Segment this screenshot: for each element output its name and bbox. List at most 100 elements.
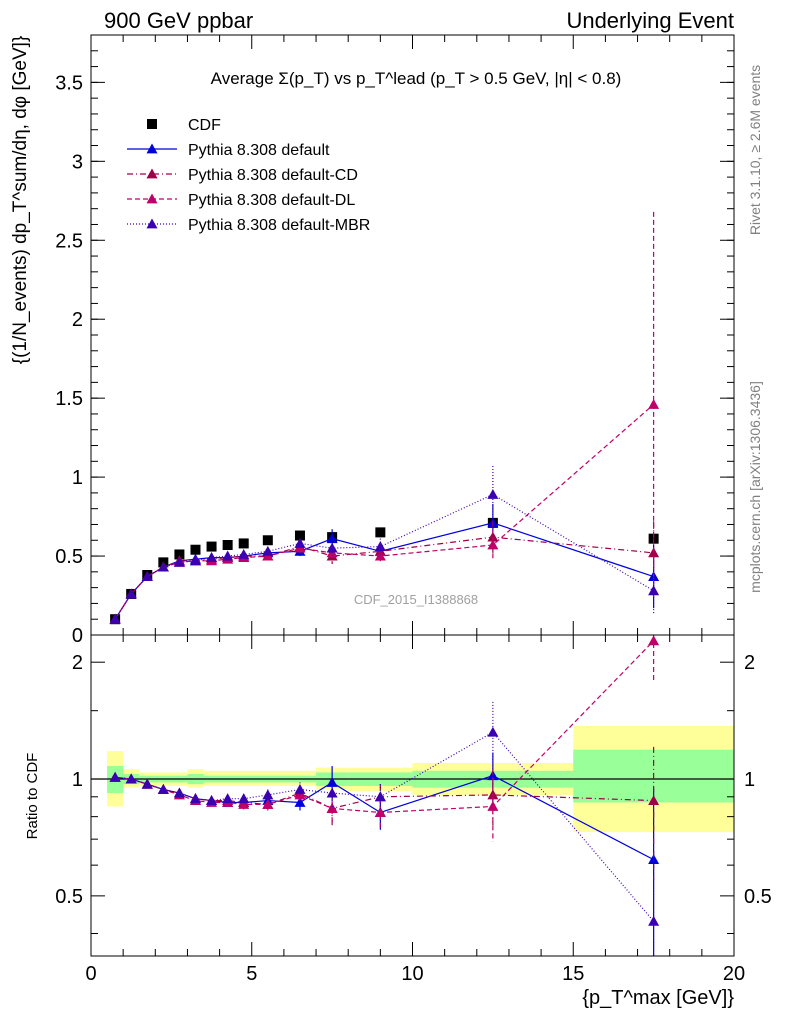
main-point bbox=[294, 530, 305, 541]
main-point bbox=[238, 538, 249, 549]
main-point bbox=[487, 531, 499, 542]
x-axis-label: {p_T^max [GeV]} bbox=[582, 987, 734, 1009]
ratio-point bbox=[648, 795, 660, 805]
legend-label: CDF bbox=[188, 117, 221, 134]
main-point bbox=[374, 550, 386, 561]
x-tick-label: 10 bbox=[401, 963, 423, 985]
ratio-point bbox=[648, 635, 660, 646]
ratio-point bbox=[648, 915, 660, 926]
x-tick-label: 15 bbox=[562, 963, 584, 985]
legend-marker bbox=[146, 193, 158, 204]
main-point bbox=[487, 488, 499, 499]
legend: CDF Pythia 8.308 default Pythia 8.308 defa… bbox=[127, 117, 370, 234]
ratio-point bbox=[125, 773, 137, 784]
ratio-point bbox=[262, 798, 274, 809]
ratio-point bbox=[294, 797, 306, 807]
ratio-point bbox=[238, 793, 250, 804]
legend-marker bbox=[147, 119, 157, 129]
ratio-point bbox=[238, 798, 250, 809]
main-point bbox=[173, 556, 185, 567]
main-y-tick-label: 1 bbox=[72, 467, 83, 489]
main-point bbox=[326, 533, 338, 544]
ratio-point bbox=[294, 783, 306, 794]
legend-marker bbox=[146, 218, 158, 229]
main-point bbox=[294, 537, 306, 548]
main-y-tick-label: 1.5 bbox=[55, 388, 83, 410]
main-series-cdf bbox=[110, 517, 659, 625]
ratio-point bbox=[294, 789, 306, 800]
ratio-point bbox=[109, 771, 121, 782]
main-series-pythia-8-308-default-mbr bbox=[109, 466, 660, 624]
main-panel: Average Σ(p_T) vs p_T^lead (p_T > 0.5 Ge… bbox=[10, 34, 735, 647]
rivet-label: Rivet 3.1.10, ≥ 2.6M events bbox=[747, 65, 763, 235]
main-y-tick-label: 2 bbox=[72, 309, 83, 331]
main-line bbox=[114, 536, 654, 620]
mcplots-label: mcplots.cern.ch [arXiv:1306.3436] bbox=[747, 381, 763, 593]
main-y-tick-label: 2.5 bbox=[55, 230, 83, 252]
header-right: Underlying Event bbox=[566, 8, 734, 33]
main-point bbox=[157, 561, 169, 572]
main-y-tick-label: 3 bbox=[72, 151, 83, 173]
ratio-y-tick-label-right: 1 bbox=[744, 769, 755, 791]
main-point bbox=[206, 541, 217, 552]
x-tick-label: 5 bbox=[246, 963, 257, 985]
main-point bbox=[189, 555, 201, 566]
legend-label: Pythia 8.308 default bbox=[188, 142, 330, 159]
main-line bbox=[114, 404, 655, 620]
ratio-point bbox=[157, 783, 169, 794]
ratio-point bbox=[487, 726, 499, 737]
main-y-tick-label: 0 bbox=[72, 625, 83, 647]
main-y-tick-label: 0.5 bbox=[55, 546, 83, 568]
ratio-point bbox=[487, 800, 499, 811]
ratio-y-tick-label: 0.5 bbox=[55, 886, 83, 908]
ratio-y-tick-label: 2 bbox=[72, 652, 83, 674]
main-point bbox=[238, 548, 250, 559]
legend-marker bbox=[146, 168, 158, 179]
ratio-y-axis-label: Ratio to CDF bbox=[24, 753, 41, 840]
main-point bbox=[375, 527, 386, 538]
legend-label: Pythia 8.308 default-DL bbox=[188, 192, 355, 209]
ratio-y-tick-label: 1 bbox=[72, 769, 83, 791]
main-point bbox=[487, 539, 499, 550]
ratio-line bbox=[115, 731, 655, 922]
main-point bbox=[262, 535, 273, 546]
ratio-series-pythia-8-308-default-mbr bbox=[109, 701, 660, 956]
ratio-point bbox=[326, 787, 338, 798]
ratio-point bbox=[189, 793, 201, 804]
main-point bbox=[190, 544, 201, 555]
legend-marker bbox=[146, 143, 158, 154]
main-point bbox=[374, 541, 386, 551]
ratio-point bbox=[648, 854, 660, 865]
main-title: Average Σ(p_T) vs p_T^lead (p_T > 0.5 Ge… bbox=[211, 69, 622, 88]
main-point bbox=[262, 545, 274, 556]
legend-label: Pythia 8.308 default-MBR bbox=[188, 217, 370, 234]
ratio-point bbox=[173, 787, 185, 798]
main-point bbox=[141, 571, 153, 581]
main-point bbox=[174, 549, 185, 560]
main-y-axis-label: {(1/N_events) dp_T^sum/dη, dφ [GeV]} bbox=[10, 36, 31, 365]
ratio-point bbox=[326, 802, 338, 813]
ratio-y-tick-label-right: 2 bbox=[744, 652, 755, 674]
header-left: 900 GeV ppbar bbox=[104, 8, 253, 33]
ratio-point bbox=[326, 776, 338, 787]
ratio-panel: Ratio to CDF {p_T^max [GeV]} 0.5 0.51 12 20… bbox=[24, 634, 772, 1009]
ratio-point bbox=[222, 793, 234, 804]
main-watermark: CDF_2015_I1388868 bbox=[354, 592, 478, 607]
x-tick-label: 20 bbox=[723, 963, 745, 985]
main-y-tick-label: 3.5 bbox=[55, 72, 83, 94]
ratio-point bbox=[374, 806, 386, 817]
ratio-point bbox=[141, 778, 153, 789]
ratio-point bbox=[206, 795, 218, 805]
ratio-point bbox=[262, 789, 274, 800]
main-point bbox=[206, 552, 218, 563]
ratio-point bbox=[374, 791, 386, 802]
main-point bbox=[648, 398, 660, 409]
x-tick-label: 0 bbox=[85, 963, 96, 985]
main-point bbox=[109, 613, 121, 624]
main-point bbox=[125, 588, 137, 599]
main-point bbox=[648, 585, 660, 596]
ratio-y-tick-label-right: 0.5 bbox=[744, 886, 772, 908]
main-point bbox=[222, 550, 234, 561]
main-point bbox=[326, 542, 338, 553]
